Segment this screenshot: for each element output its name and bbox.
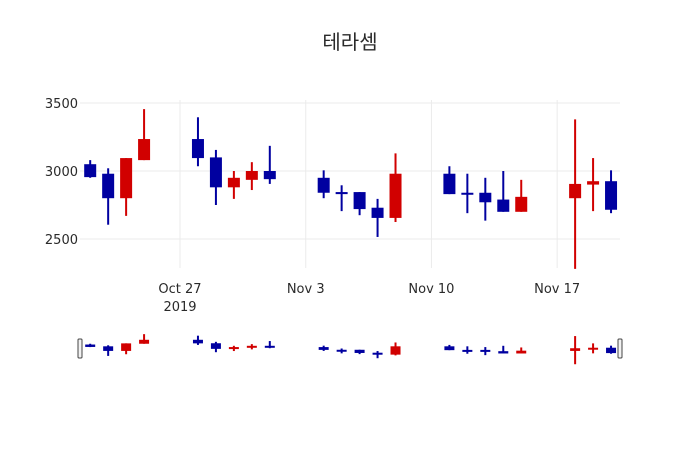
candle[interactable] [209, 149, 222, 205]
candle[interactable] [84, 160, 97, 178]
range-slider-right-handle[interactable] [617, 338, 623, 359]
y-tick-label: 2500 [45, 233, 78, 248]
x-tick-year: 2019 [163, 300, 196, 315]
y-axis: 2500 3000 3500 [45, 97, 78, 248]
slider-candle [228, 345, 239, 352]
slider-candle [462, 346, 473, 354]
x-tick-label: Nov 3 [287, 282, 325, 297]
candle[interactable] [389, 153, 402, 222]
x-tick-label: Nov 10 [408, 282, 454, 297]
candles [84, 109, 618, 269]
slider-candle [336, 348, 347, 354]
gridlines [80, 100, 620, 268]
candle[interactable] [335, 185, 348, 212]
candle[interactable] [138, 109, 151, 161]
candle[interactable] [120, 158, 133, 216]
candle[interactable] [245, 162, 258, 191]
slider-candle [372, 351, 383, 359]
slider-candle [444, 344, 455, 351]
range-slider-left-handle[interactable] [77, 338, 83, 359]
candle[interactable] [371, 198, 384, 237]
candle[interactable] [497, 171, 510, 212]
slider-candle [246, 344, 257, 350]
candle[interactable] [353, 192, 366, 216]
candle[interactable] [191, 117, 204, 167]
candle[interactable] [102, 168, 115, 225]
slider-candle [139, 334, 150, 344]
slider-candle [264, 341, 275, 349]
slider-candle [121, 343, 132, 355]
slider-candle [192, 335, 203, 345]
range-slider[interactable] [77, 334, 623, 365]
slider-candle [390, 342, 401, 356]
x-axis: Oct 27 2019 Nov 3 Nov 10 Nov 17 [158, 282, 580, 315]
x-tick-label: Oct 27 [158, 282, 201, 297]
x-tick-label: Nov 17 [534, 282, 580, 297]
chart-title: 테라셈 [322, 30, 377, 54]
candle[interactable] [515, 179, 528, 212]
slider-candle [516, 347, 527, 354]
candle[interactable] [461, 173, 474, 214]
candle[interactable] [479, 177, 492, 221]
slider-candle [570, 336, 581, 365]
slider-candle [588, 343, 599, 354]
slider-candle [85, 343, 96, 348]
candle[interactable] [317, 170, 330, 199]
candle[interactable] [443, 166, 456, 195]
slider-candle [318, 345, 329, 351]
candle[interactable] [227, 171, 240, 199]
candle[interactable] [569, 119, 582, 269]
candle[interactable] [263, 145, 276, 184]
slider-candle [498, 345, 509, 354]
slider-candle [103, 345, 114, 356]
slider-candle [480, 347, 491, 356]
y-tick-label: 3000 [45, 165, 78, 180]
candle[interactable] [587, 158, 600, 212]
slider-candle [606, 345, 617, 354]
candle[interactable] [605, 170, 618, 214]
slider-candle [354, 349, 365, 355]
y-tick-label: 3500 [45, 97, 78, 112]
slider-candle [210, 341, 221, 353]
